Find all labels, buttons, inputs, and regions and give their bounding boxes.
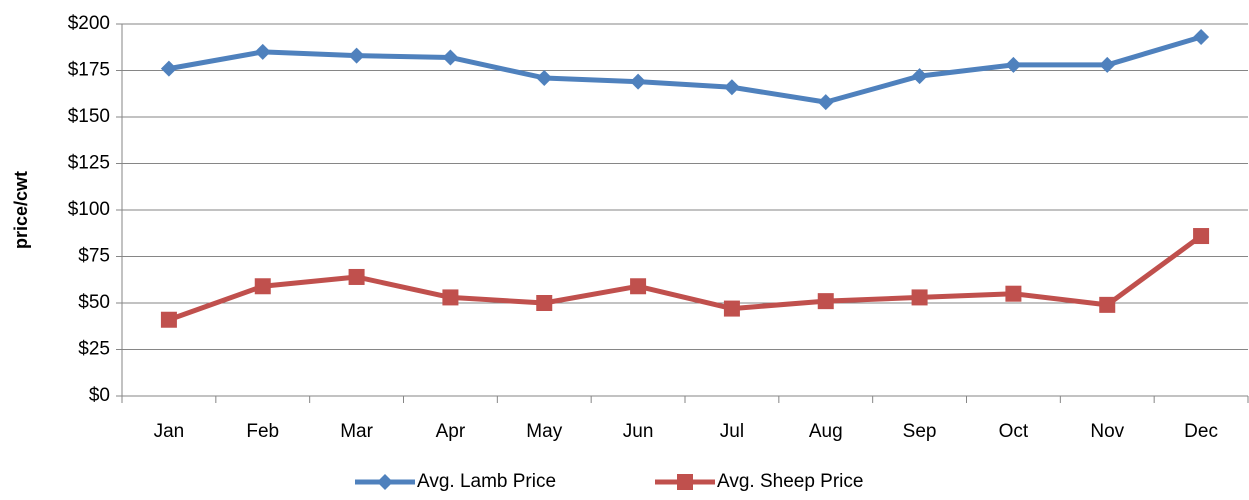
- y-tick-label: $100: [68, 199, 110, 220]
- x-tick-label: Sep: [903, 421, 937, 442]
- marker: [1193, 228, 1210, 245]
- marker: [723, 300, 740, 317]
- marker: [442, 49, 459, 66]
- legend-label: Avg. Lamb Price: [417, 471, 556, 492]
- legend-marker: [677, 474, 693, 490]
- marker: [817, 94, 834, 111]
- marker: [723, 79, 740, 96]
- y-tick-label: $125: [68, 153, 110, 174]
- marker: [1099, 56, 1116, 73]
- marker: [911, 68, 928, 85]
- x-tick-label: Nov: [1090, 421, 1124, 442]
- marker: [630, 73, 647, 90]
- y-tick-label: $25: [78, 339, 110, 360]
- x-tick-label: Dec: [1184, 421, 1218, 442]
- x-tick-label: May: [526, 421, 562, 442]
- x-tick-label: Feb: [246, 421, 279, 442]
- legend-marker: [377, 474, 393, 490]
- marker: [536, 69, 553, 86]
- y-tick-label: $150: [68, 106, 110, 127]
- x-tick-label: Jul: [720, 421, 744, 442]
- marker: [160, 60, 177, 77]
- line: [168, 234, 1203, 323]
- line: [168, 34, 1202, 105]
- x-tick-label: Jan: [154, 421, 185, 442]
- y-tick-label: $175: [68, 60, 110, 81]
- marker: [348, 47, 365, 64]
- marker: [1193, 29, 1210, 46]
- marker: [911, 289, 928, 306]
- marker: [254, 43, 271, 60]
- marker: [254, 278, 271, 295]
- x-tick-label: Oct: [999, 421, 1029, 442]
- marker: [442, 289, 459, 306]
- marker: [160, 311, 177, 328]
- marker: [1005, 285, 1022, 302]
- x-tick-label: Jun: [623, 421, 654, 442]
- y-tick-label: $75: [78, 246, 110, 267]
- y-tick-label: $200: [68, 13, 110, 34]
- y-tick-label: $0: [89, 385, 110, 406]
- legend-label: Avg. Sheep Price: [717, 471, 863, 492]
- y-tick-label: $50: [78, 292, 110, 313]
- marker: [1099, 296, 1116, 313]
- marker: [1005, 56, 1022, 73]
- x-tick-label: Aug: [809, 421, 843, 442]
- marker: [536, 295, 553, 311]
- marker: [348, 268, 365, 285]
- y-axis-title: price/cwt: [11, 171, 31, 249]
- x-tick-label: Mar: [340, 421, 373, 442]
- x-tick-label: Apr: [436, 421, 466, 442]
- marker: [630, 278, 647, 295]
- marker: [817, 293, 834, 310]
